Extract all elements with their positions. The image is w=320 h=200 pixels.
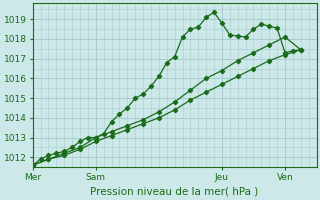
X-axis label: Pression niveau de la mer( hPa ): Pression niveau de la mer( hPa ) — [91, 187, 259, 197]
